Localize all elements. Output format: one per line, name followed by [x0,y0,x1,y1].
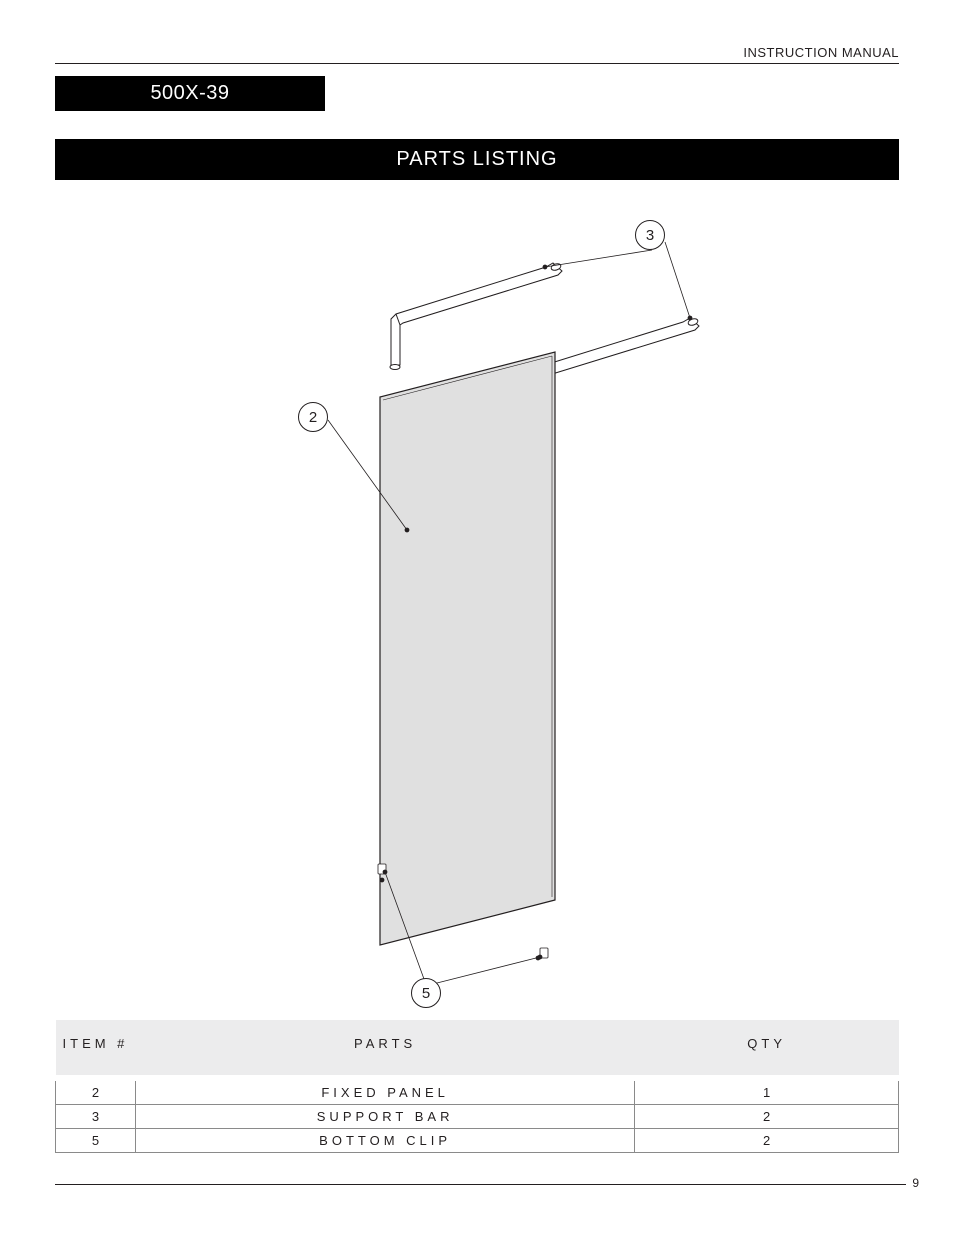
col-parts: PARTS [135,1020,634,1078]
table-row: 5 BOTTOM CLIP 2 [56,1129,899,1153]
parts-table: ITEM # PARTS QTY 2 FIXED PANEL 1 3 SUPPO… [55,1020,899,1153]
cell-part: SUPPORT BAR [135,1105,634,1129]
table-row: 2 FIXED PANEL 1 [56,1078,899,1105]
callout-3: 3 [635,220,665,250]
page-number: 9 [912,1176,919,1190]
col-item: ITEM # [56,1020,136,1078]
cell-item: 3 [56,1105,136,1129]
table-header-row: ITEM # PARTS QTY [56,1020,899,1078]
support-bar-front [390,263,562,370]
cell-part: FIXED PANEL [135,1078,634,1105]
fixed-panel-shape [380,352,555,945]
doc-type-header: INSTRUCTION MANUAL [55,45,899,64]
callout-5: 5 [411,978,441,1008]
parts-diagram: 3 2 5 [55,190,899,1020]
cell-part: BOTTOM CLIP [135,1129,634,1153]
section-title: PARTS LISTING [55,139,899,180]
cell-qty: 2 [635,1105,899,1129]
cell-item: 2 [56,1078,136,1105]
cell-item: 5 [56,1129,136,1153]
page-content: INSTRUCTION MANUAL 500X-39 PARTS LISTING [55,45,899,1153]
col-qty: QTY [635,1020,899,1078]
model-number-bar: 500X-39 [55,76,325,111]
cell-qty: 2 [635,1129,899,1153]
cell-qty: 1 [635,1078,899,1105]
table-row: 3 SUPPORT BAR 2 [56,1105,899,1129]
footer-rule [55,1184,906,1185]
callout-2: 2 [298,402,328,432]
